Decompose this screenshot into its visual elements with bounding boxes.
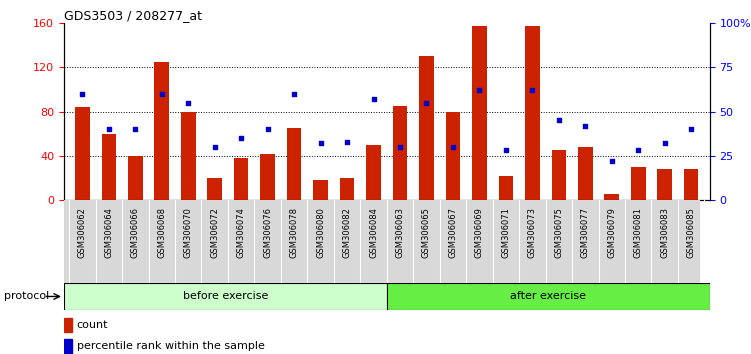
Bar	[64, 318, 71, 332]
Text: GSM306081: GSM306081	[634, 207, 643, 258]
Point	[500, 148, 512, 153]
Text: GSM306069: GSM306069	[475, 207, 484, 258]
Point	[579, 123, 591, 129]
Point	[209, 144, 221, 150]
Text: GSM306065: GSM306065	[422, 207, 431, 258]
Text: count: count	[77, 320, 108, 330]
Point	[315, 141, 327, 146]
Point	[659, 141, 671, 146]
Text: before exercise: before exercise	[182, 291, 268, 302]
Bar	[445, 112, 460, 200]
Text: GSM306075: GSM306075	[554, 207, 563, 258]
Point	[685, 126, 697, 132]
Text: percentile rank within the sample: percentile rank within the sample	[77, 341, 264, 351]
Bar	[287, 128, 301, 200]
Point	[526, 87, 538, 93]
Text: protocol: protocol	[4, 291, 49, 302]
Text: GSM306079: GSM306079	[608, 207, 617, 258]
Bar	[551, 150, 566, 200]
Text: GSM306078: GSM306078	[290, 207, 299, 258]
Text: GSM306080: GSM306080	[316, 207, 325, 258]
Bar	[499, 176, 513, 200]
Point	[367, 96, 379, 102]
Text: GSM306067: GSM306067	[448, 207, 457, 258]
Point	[103, 126, 115, 132]
Text: GSM306072: GSM306072	[210, 207, 219, 258]
Text: GSM306070: GSM306070	[184, 207, 193, 258]
Text: GSM306077: GSM306077	[581, 207, 590, 258]
Point	[421, 100, 433, 105]
Bar	[605, 194, 619, 200]
Bar	[366, 145, 381, 200]
Text: GSM306066: GSM306066	[131, 207, 140, 258]
Bar	[155, 62, 169, 200]
Text: GSM306085: GSM306085	[686, 207, 695, 258]
Text: GSM306076: GSM306076	[263, 207, 272, 258]
Point	[341, 139, 353, 144]
Bar	[387, 283, 710, 310]
Bar	[631, 167, 646, 200]
Bar	[181, 112, 195, 200]
Bar	[101, 133, 116, 200]
Text: GSM306083: GSM306083	[660, 207, 669, 258]
Bar	[64, 283, 387, 310]
Point	[632, 148, 644, 153]
Bar	[207, 178, 222, 200]
Bar	[684, 169, 698, 200]
Bar	[657, 169, 672, 200]
Bar	[234, 158, 249, 200]
Text: GSM306074: GSM306074	[237, 207, 246, 258]
Text: GSM306073: GSM306073	[528, 207, 537, 258]
Point	[261, 126, 273, 132]
Bar	[525, 26, 540, 200]
Bar	[339, 178, 354, 200]
Point	[288, 91, 300, 97]
Bar	[393, 106, 407, 200]
Bar	[64, 339, 71, 354]
Text: GSM306063: GSM306063	[396, 207, 405, 258]
Text: GSM306084: GSM306084	[369, 207, 378, 258]
Bar	[75, 107, 89, 200]
Point	[155, 91, 167, 97]
Text: GSM306071: GSM306071	[502, 207, 511, 258]
Point	[606, 158, 618, 164]
Point	[129, 126, 141, 132]
Point	[182, 100, 195, 105]
Bar	[261, 154, 275, 200]
Text: GSM306064: GSM306064	[104, 207, 113, 258]
Bar	[419, 56, 434, 200]
Bar	[313, 180, 328, 200]
Bar	[472, 26, 487, 200]
Text: GDS3503 / 208277_at: GDS3503 / 208277_at	[64, 9, 202, 22]
Bar	[128, 156, 143, 200]
Text: GSM306062: GSM306062	[78, 207, 87, 258]
Text: GSM306068: GSM306068	[157, 207, 166, 258]
Point	[235, 135, 247, 141]
Point	[473, 87, 485, 93]
Bar	[578, 147, 593, 200]
Text: after exercise: after exercise	[510, 291, 587, 302]
Point	[394, 144, 406, 150]
Point	[447, 144, 459, 150]
Point	[553, 118, 565, 123]
Point	[77, 91, 89, 97]
Text: GSM306082: GSM306082	[342, 207, 351, 258]
